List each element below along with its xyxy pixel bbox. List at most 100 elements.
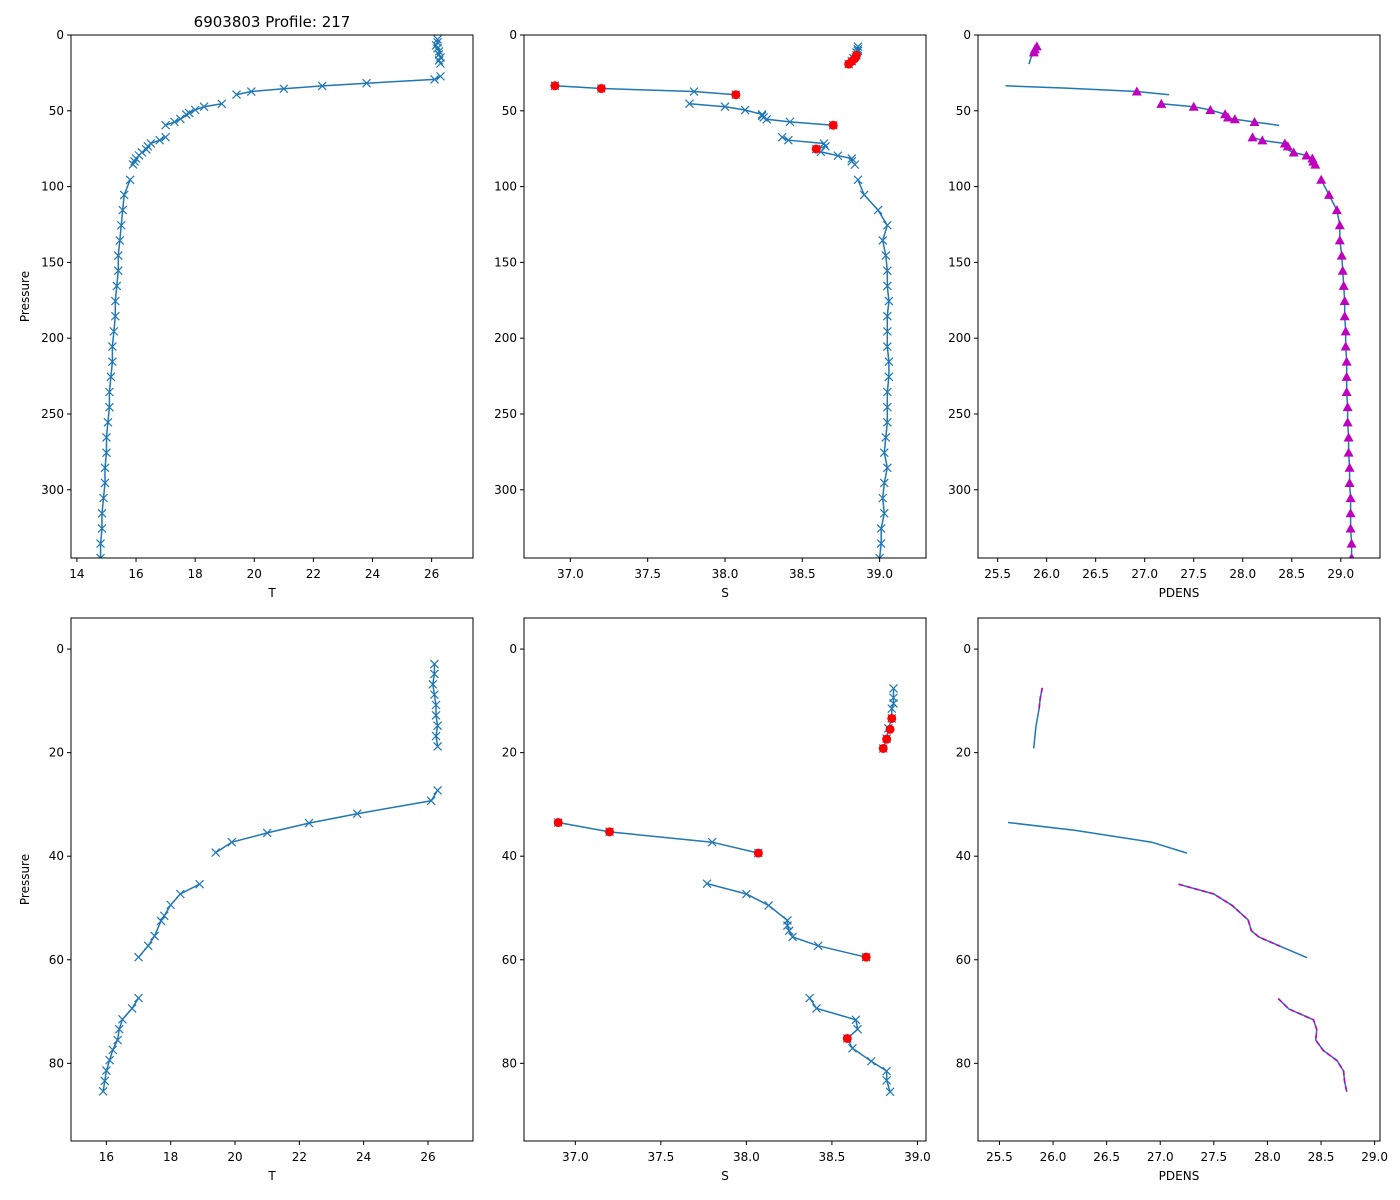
flagged-point (887, 713, 897, 723)
data-point-x (304, 818, 314, 828)
data-point-x (166, 900, 176, 910)
data-point-x (434, 56, 444, 65)
data-point-x (812, 1004, 821, 1013)
data-point-x (879, 508, 889, 518)
data-point-x (878, 493, 888, 503)
x-tick-label: 39.0 (866, 567, 893, 581)
y-tick-label: 60 (956, 953, 971, 967)
y-tick-label: 60 (502, 953, 517, 967)
x-tick-label: 28.5 (1308, 1150, 1335, 1164)
series-line (554, 85, 736, 96)
x-tick-label: 39.0 (904, 1150, 931, 1164)
panel-bottom-right-frame (977, 617, 1381, 1142)
x-tick-label: 38.5 (789, 567, 816, 581)
data-point-x (879, 448, 889, 458)
data-point-x (141, 145, 151, 154)
density-triangle (1131, 86, 1142, 96)
data-point-x (106, 372, 116, 382)
density-triangle (1156, 98, 1167, 108)
data-point-x (262, 828, 272, 838)
density-triangle (1339, 296, 1350, 306)
y-tick-label: 0 (509, 642, 517, 656)
y-tick-label: 100 (494, 180, 517, 194)
data-point-x (155, 135, 165, 145)
data-point-x (199, 102, 209, 112)
density-triangle (1340, 326, 1351, 336)
density-triangle (1288, 147, 1299, 157)
data-point-x (100, 1076, 110, 1086)
data-point-x (884, 372, 894, 382)
data-point-x (882, 387, 892, 397)
data-point-x (161, 132, 171, 142)
data-point-x (112, 281, 122, 291)
y-tick-label: 250 (948, 407, 971, 421)
x-tick-label: 26.5 (1082, 567, 1109, 581)
data-point-x (113, 251, 123, 260)
density-triangle (1247, 132, 1258, 142)
data-point-x (110, 311, 120, 321)
flagged-point (861, 952, 871, 962)
panel-top-right-frame (977, 34, 1381, 559)
data-point-x (882, 1075, 892, 1085)
series-line (236, 75, 441, 96)
data-point-x (102, 433, 111, 442)
data-point-x (882, 220, 892, 230)
y-tick-label: 300 (948, 483, 971, 497)
data-point-x (879, 478, 889, 488)
data-point-x (96, 553, 105, 558)
data-point-x (175, 889, 185, 899)
series-line (1277, 998, 1348, 1092)
panel-bottom-right-data (1007, 687, 1348, 1092)
x-tick-label: 28.5 (1278, 567, 1305, 581)
data-point-x (159, 911, 169, 921)
series-line (1007, 821, 1188, 854)
series-line (558, 821, 759, 854)
data-point-x (100, 463, 110, 473)
series-line (99, 179, 131, 558)
y-tick-label: 150 (948, 255, 971, 269)
data-point-x (873, 205, 883, 215)
data-point-x (108, 1045, 118, 1055)
panel-bottom-left-data (98, 659, 443, 1096)
data-point-x (317, 81, 327, 91)
data-point-x (431, 731, 441, 741)
density-triangle (1229, 114, 1240, 124)
data-point-x (853, 175, 863, 185)
data-point-x (105, 387, 114, 397)
data-point-x (848, 1043, 857, 1053)
flagged-point (605, 827, 615, 837)
x-tick-label: 29.0 (1361, 1150, 1388, 1164)
data-point-x (97, 524, 107, 533)
data-point-x (853, 1024, 862, 1034)
x-tick-label: 37.0 (557, 567, 584, 581)
data-point-x (436, 59, 445, 68)
data-point-x (431, 700, 441, 710)
data-point-x (430, 74, 439, 84)
overlay-line (1038, 687, 1044, 709)
series-line (1005, 85, 1170, 96)
x-tick-label: 25.5 (984, 567, 1011, 581)
flagged-point (885, 724, 895, 734)
data-point-x (100, 478, 110, 488)
data-point-x (777, 132, 787, 142)
data-point-x (866, 1056, 876, 1066)
flagged-point (731, 90, 741, 100)
flagged-point (753, 848, 763, 858)
flagged-point (828, 120, 838, 130)
x-tick-label: 26 (424, 567, 439, 581)
data-point-x (143, 941, 153, 951)
data-point-x (429, 659, 439, 669)
density-triangle (1324, 189, 1335, 199)
data-point-x (110, 296, 120, 306)
x-axis-label: PDENS (1159, 586, 1200, 600)
data-point-x (134, 952, 143, 962)
x-tick-label: 27.0 (1147, 1150, 1174, 1164)
y-tick-label: 200 (948, 331, 971, 345)
data-point-x (428, 679, 438, 689)
data-point-x (105, 402, 114, 412)
density-triangle (1345, 493, 1356, 503)
x-axis-label: S (721, 586, 729, 600)
data-point-x (885, 1087, 895, 1097)
data-point-x (96, 539, 105, 549)
